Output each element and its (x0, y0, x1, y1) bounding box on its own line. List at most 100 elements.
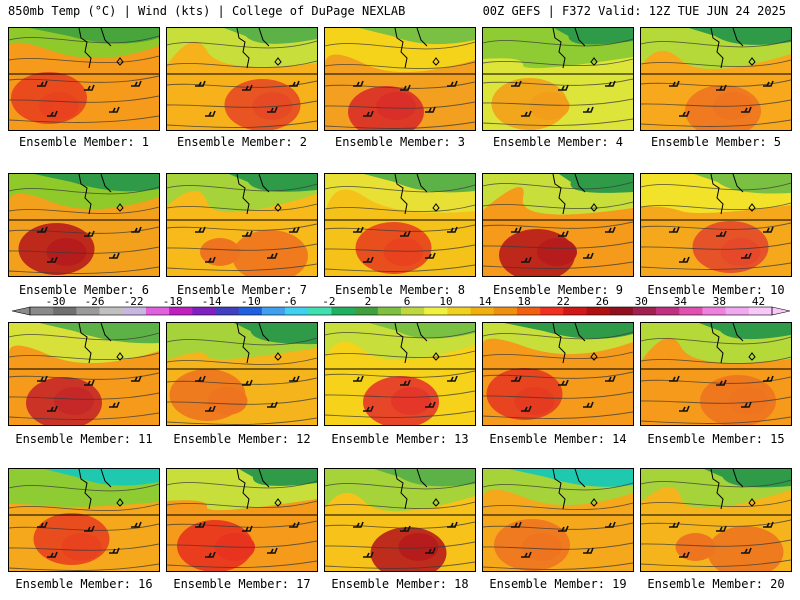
colorbar-swatch (377, 307, 402, 315)
temperature-field (9, 323, 159, 425)
ensemble-member-map (166, 27, 318, 131)
ensemble-member-map (324, 27, 476, 131)
ensemble-member-label: Ensemble Member: 10 (647, 283, 785, 297)
colorbar-swatch (99, 307, 124, 315)
colorbar-tick-label: -30 (46, 296, 66, 308)
ensemble-member-label: Ensemble Member: 12 (173, 432, 311, 446)
colorbar-swatch (169, 307, 193, 315)
ensemble-member-label: Ensemble Member: 13 (331, 432, 469, 446)
ensemble-member-label: Ensemble Member: 5 (650, 135, 782, 149)
colorbar-tick-label: 14 (478, 296, 492, 308)
ensemble-member-label: Ensemble Member: 17 (173, 577, 311, 591)
colorbar-swatch (331, 307, 355, 315)
colorbar-tick-label: -6 (283, 296, 296, 308)
header-left-title: 850mb Temp (°C) | Wind (kts) | College o… (8, 4, 406, 18)
temperature-field (325, 323, 475, 425)
colorbar-tick-label: 26 (596, 296, 609, 308)
colorbar-swatch (702, 307, 726, 315)
ensemble-member-map (482, 27, 634, 131)
ensemble-member-label: Ensemble Member: 11 (15, 432, 153, 446)
colorbar-swatch (516, 307, 541, 315)
temperature-field (641, 323, 791, 425)
temperature-field (641, 174, 791, 276)
ensemble-member-label: Ensemble Member: 15 (647, 432, 785, 446)
colorbar-tick-label: -26 (85, 296, 105, 308)
colorbar-swatch (215, 307, 239, 315)
ensemble-member-map (324, 322, 476, 426)
colorbar: -30 -26 -22 -18 -14 -10 -6 -2 2 6 10 14 18 22 26 30 34 38… (11, 296, 791, 316)
ensemble-member-label: Ensemble Member: 9 (492, 283, 624, 297)
colorbar-swatch (401, 307, 425, 315)
temperature-field (167, 323, 317, 425)
colorbar-swatch (30, 307, 54, 315)
colorbar-swatch (586, 307, 610, 315)
temperature-field (325, 174, 475, 276)
ensemble-member-map (640, 468, 792, 572)
colorbar-swatch (261, 307, 286, 315)
colorbar-tick-label: 22 (557, 296, 570, 308)
ensemble-member-label: Ensemble Member: 4 (492, 135, 624, 149)
colorbar-swatch (609, 307, 634, 315)
ensemble-member-map (640, 322, 792, 426)
colorbar-swatch (76, 307, 100, 315)
ensemble-member-label: Ensemble Member: 1 (18, 135, 150, 149)
colorbar-tick-label: -2 (322, 296, 335, 308)
ensemble-member-map (482, 173, 634, 277)
colorbar-tick-label: 18 (518, 296, 531, 308)
temperature-field (167, 28, 317, 130)
colorbar-swatch (493, 307, 518, 315)
ensemble-member-map (166, 468, 318, 572)
ensemble-member-label: Ensemble Member: 3 (334, 135, 466, 149)
colorbar-tick-label: 6 (404, 296, 411, 308)
ensemble-member-label: Ensemble Member: 19 (489, 577, 627, 591)
colorbar-swatch (656, 307, 680, 315)
temperature-field (167, 469, 317, 571)
temperature-field (9, 174, 159, 276)
temperature-field (483, 28, 633, 130)
colorbar-swatch (308, 307, 332, 315)
colorbar-tick-label: -22 (124, 296, 144, 308)
ensemble-member-map (640, 27, 792, 131)
temperature-field (9, 28, 159, 130)
colorbar-swatch (53, 307, 77, 315)
temperature-field (9, 469, 159, 571)
colorbar-swatch (679, 307, 703, 315)
colorbar-tick-label: 42 (752, 296, 765, 308)
ensemble-member-map (8, 27, 160, 131)
colorbar-tick-label: 30 (635, 296, 648, 308)
ensemble-member-label: Ensemble Member: 7 (176, 283, 308, 297)
colorbar-swatch (122, 307, 147, 315)
ensemble-member-label: Ensemble Member: 2 (176, 135, 308, 149)
colorbar-swatch (238, 307, 263, 315)
temperature-field (325, 469, 475, 571)
temperature-field (483, 469, 633, 571)
colorbar-tick-label: 10 (439, 296, 452, 308)
colorbar-swatch (470, 307, 495, 315)
ensemble-member-label: Ensemble Member: 14 (489, 432, 627, 446)
colorbar-tick-label: -10 (241, 296, 261, 308)
ensemble-member-map (8, 322, 160, 426)
colorbar-swatch (725, 307, 750, 315)
ensemble-member-map (482, 322, 634, 426)
ensemble-member-label: Ensemble Member: 6 (18, 283, 150, 297)
colorbar-swatch (447, 307, 471, 315)
colorbar-tick-label: -18 (163, 296, 183, 308)
colorbar-swatch (285, 307, 309, 315)
ensemble-member-map (640, 173, 792, 277)
ensemble-member-map (482, 468, 634, 572)
ensemble-member-map (8, 173, 160, 277)
temperature-field (641, 469, 791, 571)
ensemble-member-map (324, 468, 476, 572)
colorbar-tick-label: 38 (713, 296, 726, 308)
colorbar-swatch (563, 307, 587, 315)
colorbar-swatch (145, 307, 170, 315)
temperature-field (325, 28, 475, 130)
ensemble-member-label: Ensemble Member: 8 (334, 283, 466, 297)
colorbar-swatch (748, 307, 773, 315)
temperature-field (641, 28, 791, 130)
temperature-field (483, 174, 633, 276)
ensemble-member-label: Ensemble Member: 16 (15, 577, 153, 591)
colorbar-swatch (424, 307, 448, 315)
colorbar-swatch (540, 307, 564, 315)
temperature-field (483, 323, 633, 425)
